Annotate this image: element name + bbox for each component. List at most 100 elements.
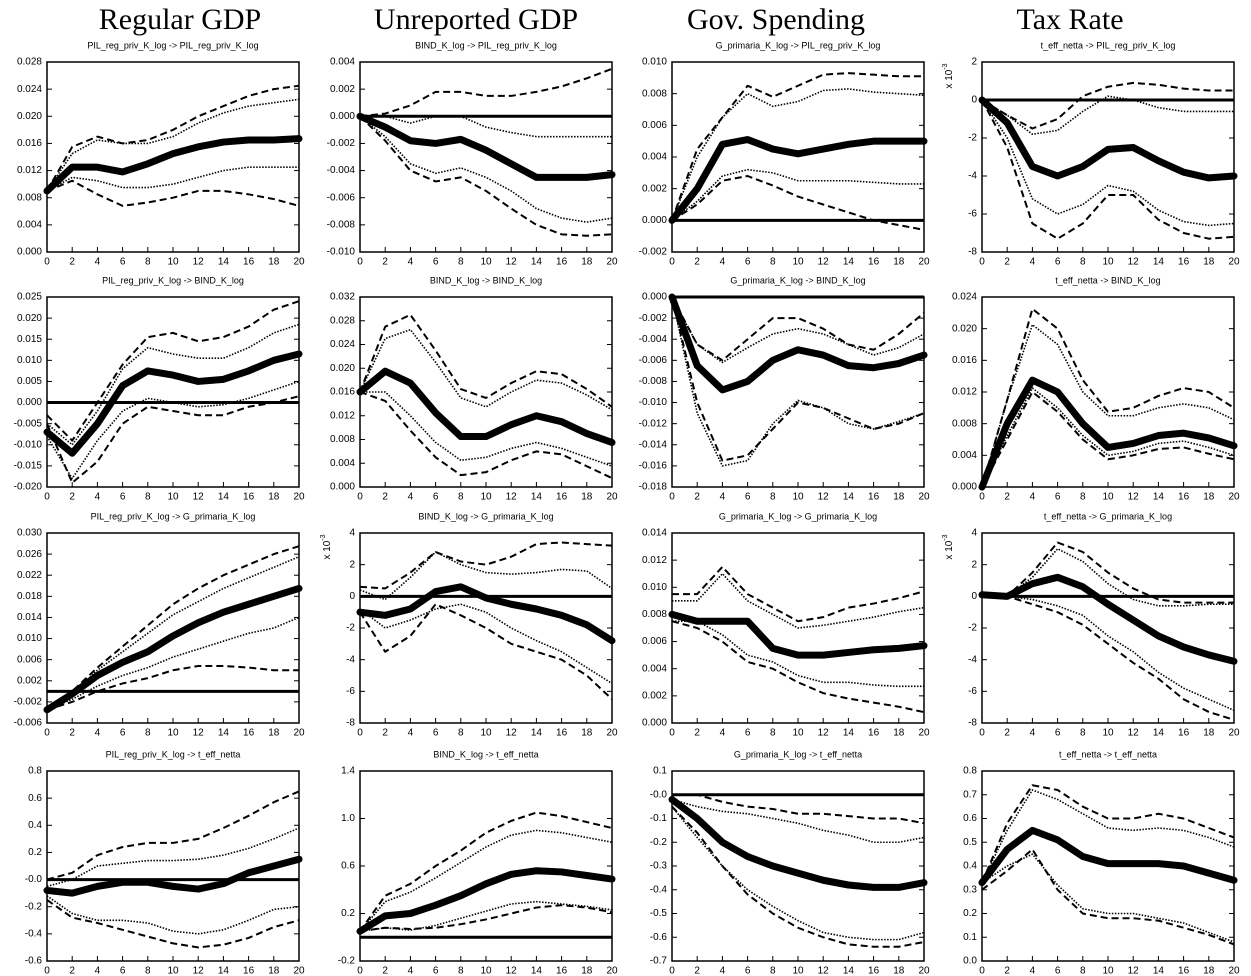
y-tick-label: 0.020 bbox=[330, 363, 355, 374]
x-tick-label: 20 bbox=[1228, 257, 1240, 268]
y-tick-label: -0.6 bbox=[25, 956, 43, 967]
band-line bbox=[982, 387, 1234, 487]
band-line bbox=[47, 790, 299, 881]
y-tick-label: -0.004 bbox=[639, 334, 668, 345]
band-line bbox=[360, 328, 612, 411]
median-line bbox=[978, 96, 1238, 182]
band-line bbox=[672, 168, 924, 221]
x-tick-label: 20 bbox=[1228, 492, 1240, 503]
band-line bbox=[360, 313, 612, 408]
band-line bbox=[672, 806, 924, 941]
x-tick-label: 16 bbox=[243, 728, 255, 739]
x-tick-label: 0 bbox=[979, 966, 985, 976]
x-tick-label: 6 bbox=[120, 257, 126, 268]
band-line bbox=[47, 395, 299, 484]
band-line bbox=[672, 297, 924, 362]
x-tick-label: 2 bbox=[69, 966, 75, 976]
y-tick-label: 0.012 bbox=[17, 165, 42, 176]
y-tick-label: -0.002 bbox=[639, 313, 668, 324]
x-tick-label: 8 bbox=[145, 492, 151, 503]
y-tick-label: 0 bbox=[971, 95, 977, 106]
x-tick-label: 6 bbox=[745, 492, 751, 503]
y-tick-label: -0.005 bbox=[14, 418, 43, 429]
x-tick-label: 18 bbox=[581, 492, 593, 503]
y-tick-label: -0.4 bbox=[25, 928, 43, 939]
y-tick-label: 0.005 bbox=[17, 376, 42, 387]
x-tick-label: 2 bbox=[382, 728, 388, 739]
band-line bbox=[360, 900, 612, 933]
x-tick-label: 20 bbox=[918, 728, 930, 739]
band-line bbox=[672, 798, 924, 844]
plot-frame bbox=[981, 296, 1235, 488]
band-line bbox=[982, 853, 1234, 943]
y-tick-label: 0.1 bbox=[653, 766, 667, 777]
panel-title: t_eff_netta -> BIND_K_log bbox=[1055, 275, 1160, 285]
x-tick-label: 8 bbox=[458, 728, 464, 739]
x-tick-label: 18 bbox=[1203, 492, 1215, 503]
y-tick-label: 0.006 bbox=[642, 120, 667, 131]
x-tick-label: 12 bbox=[506, 728, 518, 739]
y-tick-label: 1.4 bbox=[341, 766, 355, 777]
x-tick-label: 6 bbox=[745, 257, 751, 268]
y-tick-label: -0.010 bbox=[327, 247, 356, 258]
y-tick-label: 0.020 bbox=[952, 323, 977, 334]
median-line bbox=[43, 135, 303, 195]
y-tick-label: 0.002 bbox=[642, 690, 667, 701]
band-line bbox=[982, 307, 1234, 487]
x-tick-label: 12 bbox=[818, 257, 830, 268]
median-line bbox=[668, 610, 928, 659]
band-line bbox=[672, 88, 924, 221]
x-tick-label: 18 bbox=[581, 966, 593, 976]
y-tick-label: -0.010 bbox=[639, 397, 668, 408]
band-line bbox=[47, 665, 299, 711]
y-tick-label: 0.002 bbox=[17, 675, 42, 686]
plot-frame bbox=[46, 770, 300, 962]
x-tick-label: 16 bbox=[243, 492, 255, 503]
y-tick-label: 0.000 bbox=[17, 247, 42, 258]
plot-frame bbox=[359, 770, 613, 962]
median-line bbox=[43, 350, 303, 457]
x-tick-label: 16 bbox=[556, 257, 568, 268]
y-tick-label: 0.7 bbox=[963, 789, 977, 800]
y-tick-label: -0.2 bbox=[650, 837, 668, 848]
y-tick-label: 0.3 bbox=[963, 884, 977, 895]
x-tick-label: 14 bbox=[843, 966, 855, 976]
y-tick-label: -4 bbox=[968, 171, 977, 182]
y-tick-label: -2 bbox=[968, 623, 977, 634]
x-tick-label: 10 bbox=[792, 492, 804, 503]
x-tick-label: 4 bbox=[720, 492, 726, 503]
y-tick-label: 0.4 bbox=[963, 861, 977, 872]
band-line bbox=[672, 297, 924, 462]
y-tick-label: -6 bbox=[968, 686, 977, 697]
x-tick-label: 12 bbox=[506, 257, 518, 268]
x-tick-label: 2 bbox=[69, 257, 75, 268]
panel-title: G_primaria_K_log -> PIL_reg_priv_K_log bbox=[716, 40, 881, 50]
y-tick-label: 0.6 bbox=[28, 793, 42, 804]
y-tick-label: 0.014 bbox=[17, 612, 42, 623]
y-tick-label: 0 bbox=[971, 591, 977, 602]
y-tick-label: 0.4 bbox=[28, 820, 42, 831]
x-tick-label: 2 bbox=[694, 966, 700, 976]
x-tick-label: 8 bbox=[1080, 728, 1086, 739]
y-tick-label: 0.028 bbox=[17, 57, 42, 68]
axis-scale: x 10-3 bbox=[320, 534, 333, 559]
x-tick-label: 8 bbox=[458, 966, 464, 976]
panel-title: PIL_reg_priv_K_log -> PIL_reg_priv_K_log bbox=[87, 40, 258, 50]
y-tick-label: 0.018 bbox=[17, 591, 42, 602]
band-line bbox=[47, 166, 299, 192]
panel-title: G_primaria_K_log -> t_eff_netta bbox=[734, 749, 862, 759]
y-tick-label: -0.3 bbox=[650, 861, 668, 872]
band-line bbox=[982, 391, 1234, 487]
x-tick-label: 6 bbox=[433, 492, 439, 503]
x-tick-label: 6 bbox=[433, 257, 439, 268]
axis-scale-exponent: -3 bbox=[942, 534, 949, 540]
x-tick-label: 10 bbox=[792, 257, 804, 268]
band-line bbox=[47, 300, 299, 442]
y-tick-label: -2 bbox=[346, 623, 355, 634]
band-line bbox=[672, 805, 924, 948]
x-tick-label: 12 bbox=[193, 728, 205, 739]
panel-title: PIL_reg_priv_K_log -> G_primaria_K_log bbox=[91, 511, 256, 521]
y-tick-label: -0.002 bbox=[14, 697, 43, 708]
plot-frame bbox=[359, 61, 613, 253]
